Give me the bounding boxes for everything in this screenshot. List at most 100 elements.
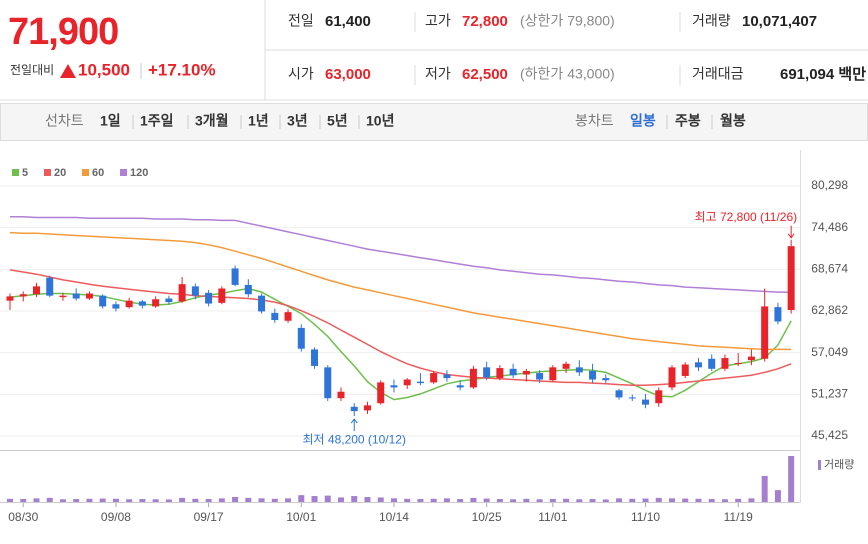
candle-body [152, 299, 160, 307]
moving-average-line [9, 231, 792, 351]
candle-body [178, 284, 186, 302]
price: 71,900 [8, 11, 118, 53]
legend-label: 60 [92, 167, 104, 179]
candle-body [32, 286, 40, 295]
volume-bar [735, 498, 742, 502]
period-tab[interactable]: 1일 [100, 113, 121, 129]
volume-bar [669, 498, 675, 502]
interval-tab[interactable]: 월봉 [720, 113, 746, 129]
candle-body [562, 363, 570, 369]
up-triangle [60, 64, 76, 78]
interval-tab[interactable]: 일봉 [630, 113, 656, 129]
candle-body [416, 381, 424, 384]
volume-bar [59, 499, 66, 502]
tab-label: 봉차트 [575, 113, 614, 129]
info-note: (상한가 79,800) [520, 13, 615, 29]
volume-bar [46, 497, 53, 502]
volume-bar [126, 499, 133, 502]
legend-swatch [12, 169, 19, 176]
volume-legend-swatch [818, 460, 821, 470]
period-tab[interactable]: 3개월 [195, 113, 229, 129]
volume-bar [510, 499, 517, 502]
low-arrow [350, 418, 358, 432]
candle-body [205, 292, 213, 304]
volume-bar [205, 499, 212, 502]
candle-body [522, 370, 530, 375]
info-label: 전일 [288, 13, 314, 29]
candle-body [19, 294, 27, 297]
info-value: 63,000 [325, 66, 371, 83]
period-tab[interactable]: 3년 [287, 113, 308, 129]
volume-bar [73, 499, 80, 502]
volume-bar [602, 499, 609, 502]
interval-tab[interactable]: 주봉 [675, 113, 701, 129]
volume-bar [311, 496, 318, 502]
candle-body [258, 295, 266, 312]
candle-body [337, 391, 345, 399]
candle-body [469, 368, 477, 388]
x-tick-label: 11/10 [631, 510, 660, 524]
volume-bar [417, 499, 424, 502]
volume-bar [192, 498, 199, 502]
period-tab[interactable]: 1주일 [140, 113, 174, 129]
info-label: 거래대금 [692, 66, 744, 82]
period-tab[interactable]: 5년 [327, 113, 348, 129]
volume-bar [33, 498, 40, 502]
change: 10,500 [78, 60, 130, 79]
candle-body [324, 367, 332, 399]
x-tick-label: 09/17 [194, 510, 224, 524]
volume-bar [86, 498, 93, 502]
candle-body [271, 312, 279, 321]
volume-bar [470, 497, 477, 502]
period-tab[interactable]: 10년 [366, 113, 394, 129]
volume-bar [589, 499, 596, 502]
candle-body [536, 373, 544, 380]
volume-bar [351, 496, 358, 502]
candle-body [747, 356, 755, 361]
tab-label: 선차트 [45, 113, 84, 129]
candle-body [112, 304, 120, 309]
candle-body [774, 307, 782, 322]
candle-body [483, 367, 491, 378]
y-tick-label: 51,237 [811, 387, 848, 401]
volume-bar [179, 497, 186, 502]
info-value: 72,800 [462, 13, 508, 30]
candle-body [721, 358, 729, 369]
info-value: 61,400 [325, 13, 371, 30]
volume-bar [285, 498, 292, 502]
period-tab[interactable]: 1년 [248, 113, 269, 129]
volume-bar [629, 498, 636, 502]
candle-body [681, 364, 689, 376]
volume-bar [390, 498, 397, 502]
info-label: 고가 [425, 13, 451, 29]
volume-bar [788, 455, 795, 502]
candle-body [708, 358, 716, 369]
y-tick-label: 57,049 [811, 345, 848, 359]
y-tick-label: 74,486 [811, 220, 848, 234]
y-tick-label: 62,862 [811, 303, 848, 317]
volume-bar [112, 498, 119, 502]
candle-body [430, 373, 438, 383]
volume-bar [496, 499, 503, 502]
legend-label: 120 [130, 167, 148, 179]
candle-body [46, 277, 54, 296]
volume-bar [324, 495, 331, 502]
y-tick-label: 45,425 [811, 428, 848, 442]
candle-body [165, 298, 173, 303]
volume-bar [218, 498, 225, 502]
volume-bar [761, 475, 768, 502]
x-tick-label: 10/01 [286, 510, 316, 524]
volume-bar [7, 498, 13, 502]
candle-body [575, 367, 583, 373]
candle-body [6, 296, 14, 301]
volume-bar [165, 499, 172, 502]
legend-swatch [120, 169, 127, 176]
candle-body [734, 363, 742, 365]
candle-body [59, 295, 67, 298]
candle-body [311, 349, 319, 366]
candle-body [549, 367, 557, 381]
candle-body [761, 306, 769, 359]
volume-bar [483, 498, 490, 502]
candle-body [231, 268, 239, 285]
